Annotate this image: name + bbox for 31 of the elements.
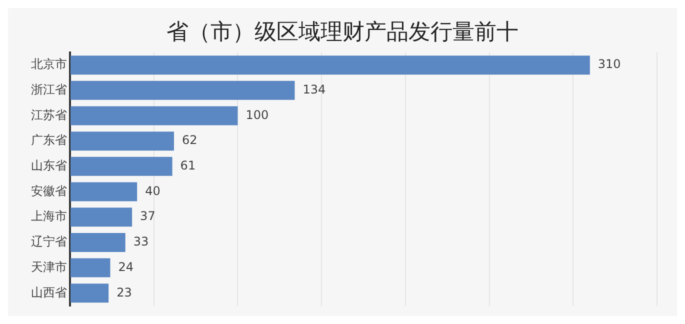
- data-label: 61: [180, 158, 196, 173]
- y-tick-label: 辽宁省: [31, 234, 67, 249]
- y-tick-label: 上海市: [31, 209, 67, 224]
- data-label: 23: [116, 285, 132, 300]
- bar: [70, 182, 138, 202]
- y-tick-label: 安徽省: [31, 184, 67, 198]
- data-label: 37: [140, 209, 156, 224]
- y-tick-label: 山西省: [31, 285, 67, 300]
- y-tick-label: 广东省: [31, 133, 67, 148]
- data-label: 24: [118, 260, 134, 274]
- bar: [70, 208, 132, 227]
- bar: [70, 284, 109, 303]
- data-label: 62: [182, 133, 198, 148]
- bar: [70, 80, 295, 100]
- y-tick-label: 浙江省: [31, 82, 67, 97]
- bar: [70, 132, 174, 151]
- y-tick-label: 北京市: [31, 57, 67, 72]
- data-label: 100: [246, 108, 269, 122]
- y-tick-label: 天津市: [31, 260, 67, 274]
- data-label: 33: [133, 234, 149, 249]
- chart-title: 省（市）级区域理财产品发行量前十: [166, 20, 518, 45]
- bar: [70, 232, 126, 252]
- bar: [70, 106, 238, 126]
- y-tick-label: 山东省: [31, 158, 67, 173]
- bar: [70, 258, 110, 278]
- data-label: 134: [302, 82, 326, 97]
- y-tick-label: 江苏省: [31, 108, 67, 122]
- data-label: 40: [145, 184, 160, 198]
- bar: [70, 156, 172, 176]
- data-label: 310: [598, 57, 621, 72]
- bar: [70, 56, 590, 75]
